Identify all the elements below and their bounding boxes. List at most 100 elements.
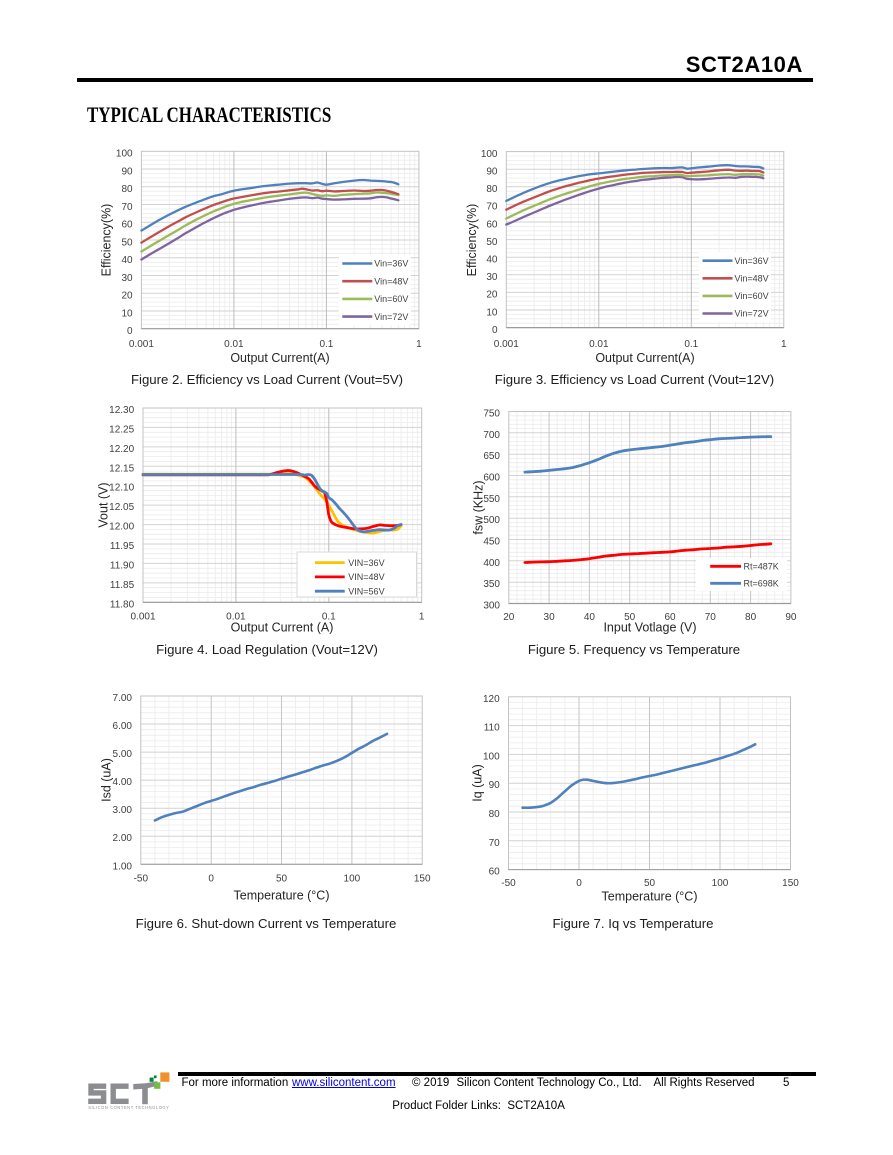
svg-text:40: 40 bbox=[121, 255, 133, 266]
svg-text:0.001: 0.001 bbox=[129, 339, 154, 350]
svg-text:Temperature (°C): Temperature (°C) bbox=[234, 889, 330, 903]
svg-text:300: 300 bbox=[483, 601, 500, 612]
svg-text:11.95: 11.95 bbox=[110, 541, 135, 552]
svg-text:VIN=56V: VIN=56V bbox=[348, 586, 384, 596]
svg-text:70: 70 bbox=[486, 202, 498, 213]
svg-text:110: 110 bbox=[484, 723, 500, 734]
svg-text:12.10: 12.10 bbox=[109, 483, 134, 494]
svg-text:4.00: 4.00 bbox=[113, 777, 133, 788]
svg-text:Rt=487K: Rt=487K bbox=[744, 562, 779, 572]
svg-text:100: 100 bbox=[481, 149, 498, 160]
svg-text:600: 600 bbox=[483, 473, 500, 484]
svg-text:11.90: 11.90 bbox=[110, 560, 135, 571]
svg-text:700: 700 bbox=[483, 430, 500, 441]
svg-text:0.01: 0.01 bbox=[226, 612, 246, 623]
svg-text:100: 100 bbox=[712, 878, 729, 889]
svg-text:70: 70 bbox=[489, 838, 501, 849]
svg-text:750: 750 bbox=[483, 409, 500, 420]
svg-text:90: 90 bbox=[489, 780, 501, 791]
svg-text:Vin=72V: Vin=72V bbox=[374, 312, 408, 322]
svg-text:50: 50 bbox=[276, 873, 288, 884]
svg-text:80: 80 bbox=[489, 809, 501, 820]
svg-text:Iq (uA): Iq (uA) bbox=[470, 764, 484, 802]
svg-text:30: 30 bbox=[544, 612, 556, 623]
svg-text:12.25: 12.25 bbox=[109, 424, 134, 435]
svg-text:80: 80 bbox=[121, 184, 133, 195]
svg-text:500: 500 bbox=[483, 515, 500, 526]
svg-text:Vin=48V: Vin=48V bbox=[374, 276, 408, 286]
svg-text:12.05: 12.05 bbox=[109, 502, 134, 513]
svg-text:30: 30 bbox=[121, 273, 133, 284]
svg-text:12.00: 12.00 bbox=[109, 522, 134, 533]
svg-text:70: 70 bbox=[705, 612, 717, 623]
svg-text:150: 150 bbox=[782, 878, 799, 889]
svg-text:0: 0 bbox=[492, 325, 498, 336]
svg-text:60: 60 bbox=[489, 867, 501, 878]
svg-text:60: 60 bbox=[486, 219, 498, 230]
svg-text:Vin=72V: Vin=72V bbox=[735, 309, 769, 319]
svg-text:50: 50 bbox=[644, 878, 656, 889]
svg-text:120: 120 bbox=[483, 694, 500, 705]
svg-text:80: 80 bbox=[745, 612, 757, 623]
svg-text:0: 0 bbox=[208, 873, 214, 884]
svg-text:30: 30 bbox=[486, 272, 498, 283]
svg-text:1.00: 1.00 bbox=[113, 861, 133, 872]
svg-text:50: 50 bbox=[486, 237, 498, 248]
svg-text:0.01: 0.01 bbox=[589, 339, 609, 350]
svg-text:SILICON CONTENT TECHNOLOGY: SILICON CONTENT TECHNOLOGY bbox=[88, 1105, 169, 1110]
svg-text:5.00: 5.00 bbox=[113, 749, 133, 760]
svg-text:Output Current(A): Output Current(A) bbox=[595, 351, 694, 365]
svg-text:Output Current(A): Output Current(A) bbox=[230, 351, 329, 365]
svg-text:11.85: 11.85 bbox=[110, 580, 135, 591]
svg-text:Vin=60V: Vin=60V bbox=[374, 294, 408, 304]
svg-text:2.00: 2.00 bbox=[113, 833, 133, 844]
svg-text:80: 80 bbox=[486, 184, 498, 195]
svg-text:650: 650 bbox=[483, 451, 500, 462]
svg-text:12.15: 12.15 bbox=[109, 463, 134, 474]
svg-text:60: 60 bbox=[664, 612, 676, 623]
svg-text:Input Votlage (V): Input Votlage (V) bbox=[603, 621, 696, 635]
svg-text:0.001: 0.001 bbox=[130, 612, 155, 623]
svg-text:450: 450 bbox=[483, 537, 500, 548]
svg-text:-50: -50 bbox=[134, 873, 149, 884]
svg-text:90: 90 bbox=[785, 612, 797, 623]
svg-text:100: 100 bbox=[483, 751, 500, 762]
svg-text:0.01: 0.01 bbox=[224, 339, 244, 350]
svg-text:Output Current (A): Output Current (A) bbox=[231, 621, 334, 635]
svg-text:50: 50 bbox=[624, 612, 636, 623]
svg-text:Rt=698K: Rt=698K bbox=[744, 579, 779, 589]
svg-text:60: 60 bbox=[121, 220, 133, 231]
svg-text:Vout (V): Vout (V) bbox=[96, 482, 110, 527]
svg-text:1: 1 bbox=[419, 612, 425, 623]
svg-text:90: 90 bbox=[121, 166, 133, 177]
svg-text:100: 100 bbox=[344, 873, 361, 884]
svg-text:Efficiency(%): Efficiency(%) bbox=[99, 204, 113, 277]
svg-text:Vin=48V: Vin=48V bbox=[735, 274, 769, 284]
svg-text:40: 40 bbox=[486, 255, 498, 266]
svg-text:400: 400 bbox=[483, 558, 500, 569]
svg-text:12.20: 12.20 bbox=[109, 444, 134, 455]
svg-text:Vin=36V: Vin=36V bbox=[374, 259, 408, 269]
svg-text:1: 1 bbox=[781, 339, 787, 350]
svg-text:Isd (uA): Isd (uA) bbox=[99, 758, 113, 802]
svg-text:70: 70 bbox=[121, 202, 133, 213]
svg-text:50: 50 bbox=[121, 237, 133, 248]
svg-text:6.00: 6.00 bbox=[113, 721, 133, 732]
svg-text:0.001: 0.001 bbox=[494, 339, 519, 350]
svg-text:100: 100 bbox=[116, 149, 133, 160]
svg-text:VIN=48V: VIN=48V bbox=[348, 572, 384, 582]
svg-text:0.1: 0.1 bbox=[319, 339, 333, 350]
svg-text:-50: -50 bbox=[501, 878, 516, 889]
svg-text:Vin=60V: Vin=60V bbox=[735, 291, 769, 301]
svg-text:90: 90 bbox=[486, 167, 498, 178]
svg-text:7.00: 7.00 bbox=[113, 693, 133, 704]
svg-text:150: 150 bbox=[414, 873, 431, 884]
svg-text:20: 20 bbox=[503, 612, 515, 623]
svg-text:40: 40 bbox=[584, 612, 596, 623]
svg-text:0: 0 bbox=[127, 326, 133, 337]
svg-text:Vin=36V: Vin=36V bbox=[735, 256, 769, 266]
svg-text:1: 1 bbox=[416, 339, 422, 350]
svg-text:10: 10 bbox=[486, 307, 498, 318]
svg-text:550: 550 bbox=[483, 494, 500, 505]
svg-text:11.80: 11.80 bbox=[110, 599, 135, 610]
